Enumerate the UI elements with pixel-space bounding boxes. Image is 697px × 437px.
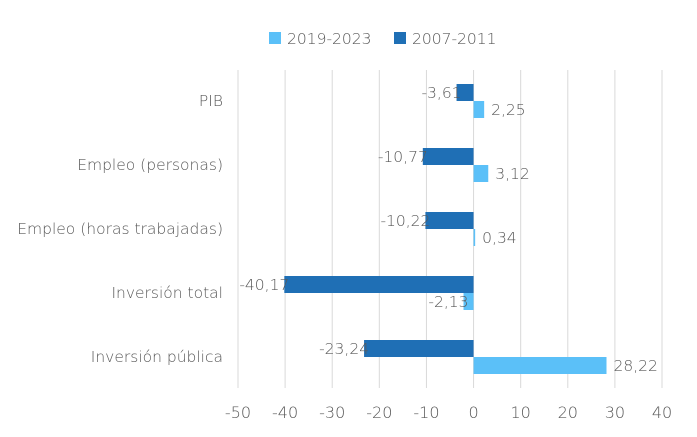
category-label-empleo-personas: Empleo (personas) — [77, 156, 223, 174]
data-labels: -3,61 2,25 -10,77 3,12 -10,22 0,34 -40,17 -2,13… — [239, 84, 658, 375]
bar-2019-2023-empleo-personas — [473, 165, 489, 182]
x-tick-label: -10 — [413, 403, 439, 422]
data-label-2007-2011-pib: -3,61 — [421, 84, 461, 102]
bar-2007-2011-inversion-publica — [364, 340, 474, 357]
x-tick-label: 40 — [652, 403, 672, 422]
category-label-pib: PIB — [199, 92, 223, 110]
x-tick-label: 10 — [510, 403, 530, 422]
bars — [284, 84, 607, 374]
category-label-inversion-publica: Inversión pública — [91, 348, 223, 366]
data-label-2007-2011-empleo-horas-trabajadas: -10,22 — [380, 212, 430, 230]
data-label-2007-2011-empleo-personas: -10,77 — [378, 148, 428, 166]
legend: 2019-2023 2007-2011 — [269, 30, 497, 48]
x-tick-label: 0 — [468, 403, 478, 422]
category-label-inversion-total: Inversión total — [111, 284, 223, 302]
category-labels: PIB Empleo (personas) Empleo (horas trabaj… — [17, 92, 223, 366]
data-label-2019-2023-empleo-horas-trabajadas: 0,34 — [482, 229, 517, 247]
x-tick-label: 20 — [558, 403, 578, 422]
bar-2019-2023-empleo-horas-trabajadas — [473, 229, 476, 246]
bar-2007-2011-empleo-horas-trabajadas — [425, 212, 474, 229]
legend-label-2007-2011: 2007-2011 — [412, 30, 497, 48]
data-label-2019-2023-empleo-personas: 3,12 — [495, 165, 530, 183]
x-tick-label: -30 — [319, 403, 345, 422]
x-tick-label: 30 — [605, 403, 625, 422]
category-label-empleo-horas-trabajadas: Empleo (horas trabajadas) — [17, 220, 223, 238]
data-label-2019-2023-inversion-total: -2,13 — [428, 293, 468, 311]
data-label-2019-2023-inversion-publica: 28,22 — [614, 357, 658, 375]
bar-2007-2011-pib — [456, 84, 474, 101]
legend-label-2019-2023: 2019-2023 — [287, 30, 372, 48]
legend-swatch-2019-2023 — [269, 32, 281, 44]
bar-2007-2011-empleo-personas — [422, 148, 474, 165]
x-axis-tick-labels: -50 -40 -30 -20 -10 0 10 20 30 40 — [225, 403, 672, 422]
data-label-2007-2011-inversion-publica: -23,24 — [319, 340, 369, 358]
x-tick-label: -20 — [366, 403, 392, 422]
data-label-2019-2023-pib: 2,25 — [491, 101, 526, 119]
x-tick-label: -40 — [272, 403, 298, 422]
bar-2019-2023-pib — [473, 101, 485, 118]
bar-2019-2023-inversion-total — [463, 293, 474, 310]
x-tick-label: -50 — [225, 403, 251, 422]
bar-2007-2011-inversion-total — [284, 276, 474, 293]
data-label-2007-2011-inversion-total: -40,17 — [239, 276, 289, 294]
bar-2019-2023-inversion-publica — [473, 357, 607, 374]
legend-swatch-2007-2011 — [394, 32, 406, 44]
